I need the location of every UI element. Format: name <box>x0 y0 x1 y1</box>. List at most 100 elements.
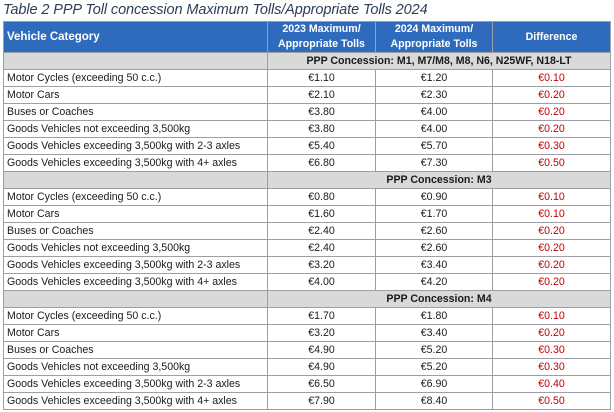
toll-2024-cell: €5.20 <box>375 358 493 376</box>
toll-2023-cell: €2.10 <box>267 86 376 104</box>
header-2024-line2: Appropriate Tolls <box>390 38 478 50</box>
toll-2023-cell: €4.00 <box>267 273 376 291</box>
concession-section-row: PPP Concession: M4 <box>3 290 611 308</box>
header-2024-line1: 2024 Maximum/ <box>394 23 474 35</box>
table-row: Buses or Coaches €2.40 €2.60 €0.20 <box>3 222 611 240</box>
section-spacer-cell <box>3 171 268 189</box>
concession-title: PPP Concession: M4 <box>267 290 611 308</box>
toll-2024-cell: €2.60 <box>375 239 493 257</box>
difference-cell: €0.10 <box>492 307 611 325</box>
toll-2024-cell: €1.20 <box>375 69 493 87</box>
table-row: Goods Vehicles not exceeding 3,500kg €4.9… <box>3 358 611 376</box>
vehicle-category-cell: Motor Cars <box>3 205 268 223</box>
toll-2024-cell: €1.70 <box>375 205 493 223</box>
toll-2024-cell: €4.20 <box>375 273 493 291</box>
vehicle-category-cell: Goods Vehicles exceeding 3,500kg with 4+… <box>3 392 268 410</box>
vehicle-category-cell: Buses or Coaches <box>3 222 268 240</box>
vehicle-category-cell: Goods Vehicles not exceeding 3,500kg <box>3 358 268 376</box>
vehicle-category-cell: Buses or Coaches <box>3 103 268 121</box>
table-row: Goods Vehicles exceeding 3,500kg with 4+… <box>3 392 611 410</box>
vehicle-category-cell: Goods Vehicles not exceeding 3,500kg <box>3 239 268 257</box>
toll-2024-cell: €4.00 <box>375 103 493 121</box>
table-row: Motor Cars €3.20 €3.40 €0.20 <box>3 324 611 342</box>
toll-2023-cell: €4.90 <box>267 341 376 359</box>
header-2023-line2: Appropriate Tolls <box>278 38 365 50</box>
vehicle-category-cell: Buses or Coaches <box>3 341 268 359</box>
toll-2024-cell: €2.30 <box>375 86 493 104</box>
difference-cell: €0.10 <box>492 188 611 206</box>
table-row: Motor Cycles (exceeding 50 c.c.) €0.80 €0.… <box>3 188 611 206</box>
table-row: Goods Vehicles exceeding 3,500kg with 2-… <box>3 137 611 155</box>
toll-2024-cell: €3.40 <box>375 324 493 342</box>
table-row: Goods Vehicles exceeding 3,500kg with 2-… <box>3 256 611 274</box>
table-caption: Table 2 PPP Toll concession Maximum Toll… <box>3 2 428 18</box>
vehicle-category-cell: Goods Vehicles exceeding 3,500kg with 4+… <box>3 154 268 172</box>
table-row: Goods Vehicles not exceeding 3,500kg €2.4… <box>3 239 611 257</box>
toll-2024-cell: €5.20 <box>375 341 493 359</box>
concession-section-row: PPP Concession: M1, M7/M8, M8, N6, N25WF… <box>3 52 611 70</box>
vehicle-category-cell: Motor Cycles (exceeding 50 c.c.) <box>3 188 268 206</box>
difference-cell: €0.20 <box>492 256 611 274</box>
vehicle-category-cell: Motor Cars <box>3 86 268 104</box>
difference-cell: €0.10 <box>492 205 611 223</box>
toll-2023-cell: €6.50 <box>267 375 376 393</box>
section-spacer-cell <box>3 52 268 70</box>
vehicle-category-cell: Motor Cycles (exceeding 50 c.c.) <box>3 307 268 325</box>
table-row: Motor Cars €2.10 €2.30 €0.20 <box>3 86 611 104</box>
toll-2023-cell: €3.20 <box>267 256 376 274</box>
toll-2023-cell: €5.40 <box>267 137 376 155</box>
toll-2024-cell: €0.90 <box>375 188 493 206</box>
toll-2024-cell: €2.60 <box>375 222 493 240</box>
difference-cell: €0.30 <box>492 341 611 359</box>
header-2023-line1: 2023 Maximum/ <box>282 23 361 35</box>
toll-2024-cell: €7.30 <box>375 154 493 172</box>
table-row: Motor Cycles (exceeding 50 c.c.) €1.70 €1.… <box>3 307 611 325</box>
difference-cell: €0.30 <box>492 137 611 155</box>
vehicle-category-cell: Goods Vehicles exceeding 3,500kg with 4+… <box>3 273 268 291</box>
table-row: Goods Vehicles not exceeding 3,500kg €3.8… <box>3 120 611 138</box>
table-body: PPP Concession: M1, M7/M8, M8, N6, N25WF… <box>3 52 611 410</box>
toll-2023-cell: €3.20 <box>267 324 376 342</box>
toll-2023-cell: €6.80 <box>267 154 376 172</box>
difference-cell: €0.50 <box>492 392 611 410</box>
toll-2023-cell: €0.80 <box>267 188 376 206</box>
table-row: Buses or Coaches €4.90 €5.20 €0.30 <box>3 341 611 359</box>
header-row: Vehicle Category 2023 Maximum/ Appropria… <box>3 21 611 53</box>
concession-title: PPP Concession: M3 <box>267 171 611 189</box>
header-vehicle-category: Vehicle Category <box>3 21 268 53</box>
difference-cell: €0.20 <box>492 324 611 342</box>
toll-2023-cell: €3.80 <box>267 120 376 138</box>
table-row: Buses or Coaches €3.80 €4.00 €0.20 <box>3 103 611 121</box>
toll-2024-cell: €6.90 <box>375 375 493 393</box>
difference-cell: €0.20 <box>492 86 611 104</box>
toll-2023-cell: €1.10 <box>267 69 376 87</box>
difference-cell: €0.50 <box>492 154 611 172</box>
toll-2023-cell: €2.40 <box>267 239 376 257</box>
difference-cell: €0.20 <box>492 222 611 240</box>
vehicle-category-cell: Goods Vehicles not exceeding 3,500kg <box>3 120 268 138</box>
difference-cell: €0.10 <box>492 69 611 87</box>
table-row: Goods Vehicles exceeding 3,500kg with 2-… <box>3 375 611 393</box>
difference-cell: €0.20 <box>492 273 611 291</box>
vehicle-category-cell: Goods Vehicles exceeding 3,500kg with 2-… <box>3 137 268 155</box>
difference-cell: €0.20 <box>492 239 611 257</box>
header-2023-tolls: 2023 Maximum/ Appropriate Tolls <box>267 21 376 53</box>
vehicle-category-cell: Goods Vehicles exceeding 3,500kg with 2-… <box>3 375 268 393</box>
vehicle-category-cell: Motor Cars <box>3 324 268 342</box>
difference-cell: €0.30 <box>492 358 611 376</box>
toll-2023-cell: €1.70 <box>267 307 376 325</box>
toll-2024-cell: €3.40 <box>375 256 493 274</box>
toll-2024-cell: €8.40 <box>375 392 493 410</box>
toll-2024-cell: €1.80 <box>375 307 493 325</box>
toll-2024-cell: €5.70 <box>375 137 493 155</box>
concession-title: PPP Concession: M1, M7/M8, M8, N6, N25WF… <box>267 52 611 70</box>
toll-2023-cell: €7.90 <box>267 392 376 410</box>
difference-cell: €0.20 <box>492 120 611 138</box>
vehicle-category-cell: Motor Cycles (exceeding 50 c.c.) <box>3 69 268 87</box>
table-row: Motor Cycles (exceeding 50 c.c.) €1.10 €1.… <box>3 69 611 87</box>
toll-2024-cell: €4.00 <box>375 120 493 138</box>
section-spacer-cell <box>3 290 268 308</box>
table-row: Goods Vehicles exceeding 3,500kg with 4+… <box>3 273 611 291</box>
difference-cell: €0.20 <box>492 103 611 121</box>
difference-cell: €0.40 <box>492 375 611 393</box>
